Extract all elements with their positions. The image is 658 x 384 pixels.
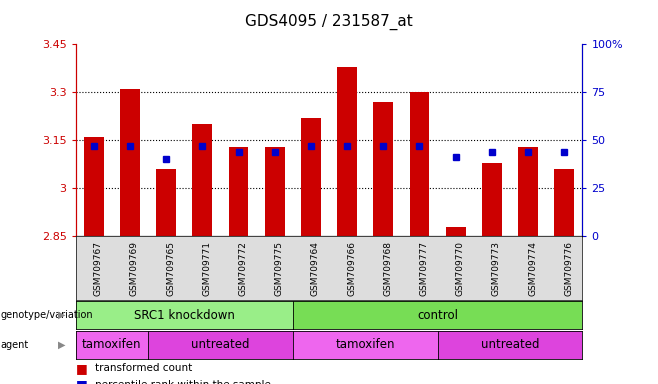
Text: GSM709773: GSM709773	[492, 241, 501, 296]
Bar	[84, 137, 104, 236]
Text: ■: ■	[76, 362, 88, 375]
Text: GSM709775: GSM709775	[275, 241, 284, 296]
Text: untreated: untreated	[191, 338, 249, 351]
Bar	[156, 169, 176, 236]
Text: genotype/variation: genotype/variation	[1, 310, 93, 320]
Bar	[337, 66, 357, 236]
Text: agent: agent	[1, 340, 29, 350]
Text: GSM709765: GSM709765	[166, 241, 175, 296]
Bar	[409, 92, 430, 236]
Bar	[373, 102, 393, 236]
Text: ■: ■	[76, 378, 88, 384]
Text: percentile rank within the sample: percentile rank within the sample	[95, 380, 271, 384]
Bar	[228, 147, 249, 236]
Text: GSM709766: GSM709766	[347, 241, 356, 296]
Text: GSM709771: GSM709771	[202, 241, 211, 296]
Text: GSM709772: GSM709772	[238, 241, 247, 296]
Text: GSM709768: GSM709768	[383, 241, 392, 296]
Bar	[518, 147, 538, 236]
Text: GSM709769: GSM709769	[130, 241, 139, 296]
Text: ▶: ▶	[59, 340, 66, 350]
Text: SRC1 knockdown: SRC1 knockdown	[134, 309, 235, 322]
Text: transformed count: transformed count	[95, 363, 193, 373]
Text: tamoxifen: tamoxifen	[336, 338, 395, 351]
Bar	[265, 147, 285, 236]
Bar	[192, 124, 213, 236]
Text: GSM709767: GSM709767	[93, 241, 103, 296]
Text: GDS4095 / 231587_at: GDS4095 / 231587_at	[245, 13, 413, 30]
Text: untreated: untreated	[481, 338, 539, 351]
Bar	[554, 169, 574, 236]
Text: ▶: ▶	[59, 310, 66, 320]
Bar	[482, 162, 502, 236]
Bar	[301, 118, 321, 236]
Text: control: control	[417, 309, 458, 322]
Bar	[445, 227, 466, 236]
Bar	[120, 89, 140, 236]
Text: GSM709770: GSM709770	[455, 241, 465, 296]
Text: GSM709777: GSM709777	[420, 241, 428, 296]
Text: GSM709764: GSM709764	[311, 241, 320, 296]
Text: tamoxifen: tamoxifen	[82, 338, 141, 351]
Text: GSM709776: GSM709776	[565, 241, 573, 296]
Text: GSM709774: GSM709774	[528, 241, 537, 296]
